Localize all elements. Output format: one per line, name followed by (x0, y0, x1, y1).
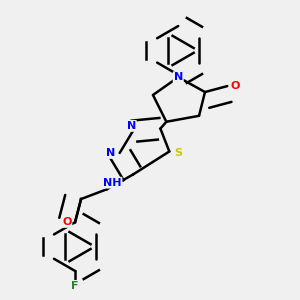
Text: O: O (231, 81, 240, 91)
Text: O: O (62, 217, 71, 227)
Text: S: S (174, 148, 182, 158)
Text: N: N (127, 121, 136, 131)
Text: NH: NH (103, 178, 122, 188)
Text: N: N (106, 148, 116, 158)
Text: F: F (71, 281, 79, 291)
Text: N: N (174, 72, 183, 82)
